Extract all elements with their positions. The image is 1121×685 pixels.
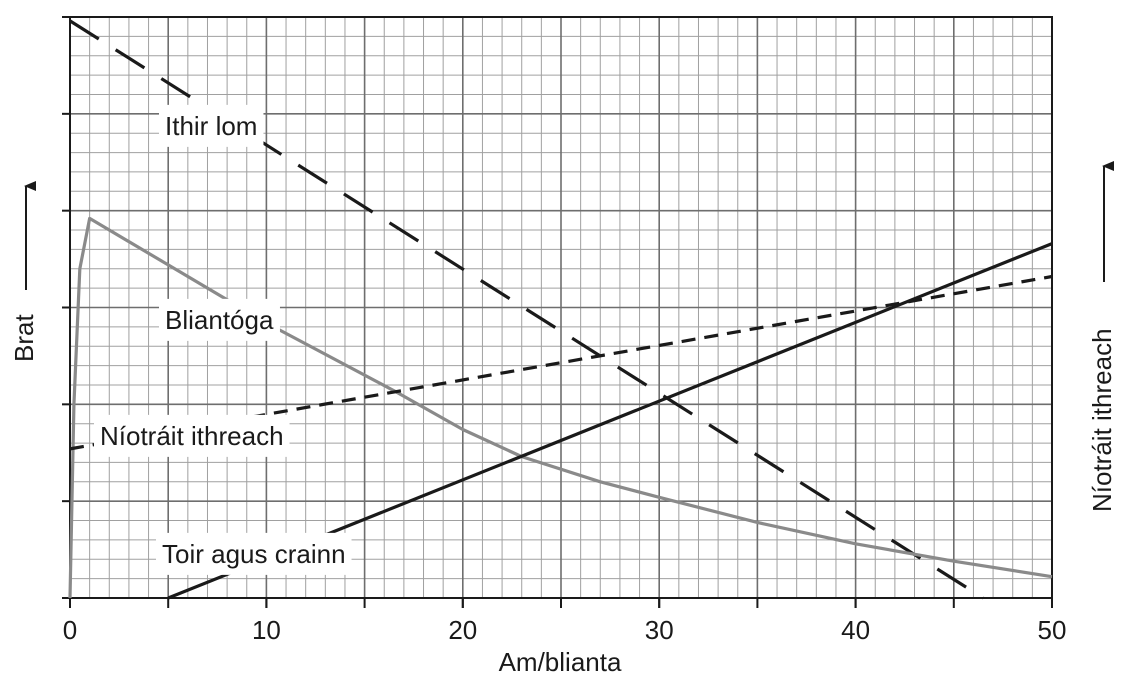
x-tick-label: 0: [63, 615, 77, 645]
y-axis-title: Brat: [9, 314, 39, 362]
x-axis-title: Am/blianta: [499, 647, 622, 677]
x-tick-label: 10: [252, 615, 281, 645]
series-label-bg: [156, 532, 352, 575]
series-label: Níotráit ithreach: [100, 421, 284, 451]
y2-axis-title: Níotráit ithreach: [1087, 328, 1117, 512]
series-label: Toir agus crainn: [162, 539, 346, 569]
x-tick-label: 50: [1038, 615, 1067, 645]
series-label-bg: [159, 298, 280, 341]
x-tick-label: 30: [645, 615, 674, 645]
series-label: Bliantóga: [165, 305, 274, 335]
plot-frame: [69, 16, 1053, 599]
series-label-bg: [94, 414, 290, 457]
data-line: [68, 216, 1053, 599]
x-tick-label: 40: [841, 615, 870, 645]
series-label-bg: [159, 104, 264, 147]
x-tick-label: 20: [448, 615, 477, 645]
series-label: Ithir lom: [165, 111, 257, 141]
